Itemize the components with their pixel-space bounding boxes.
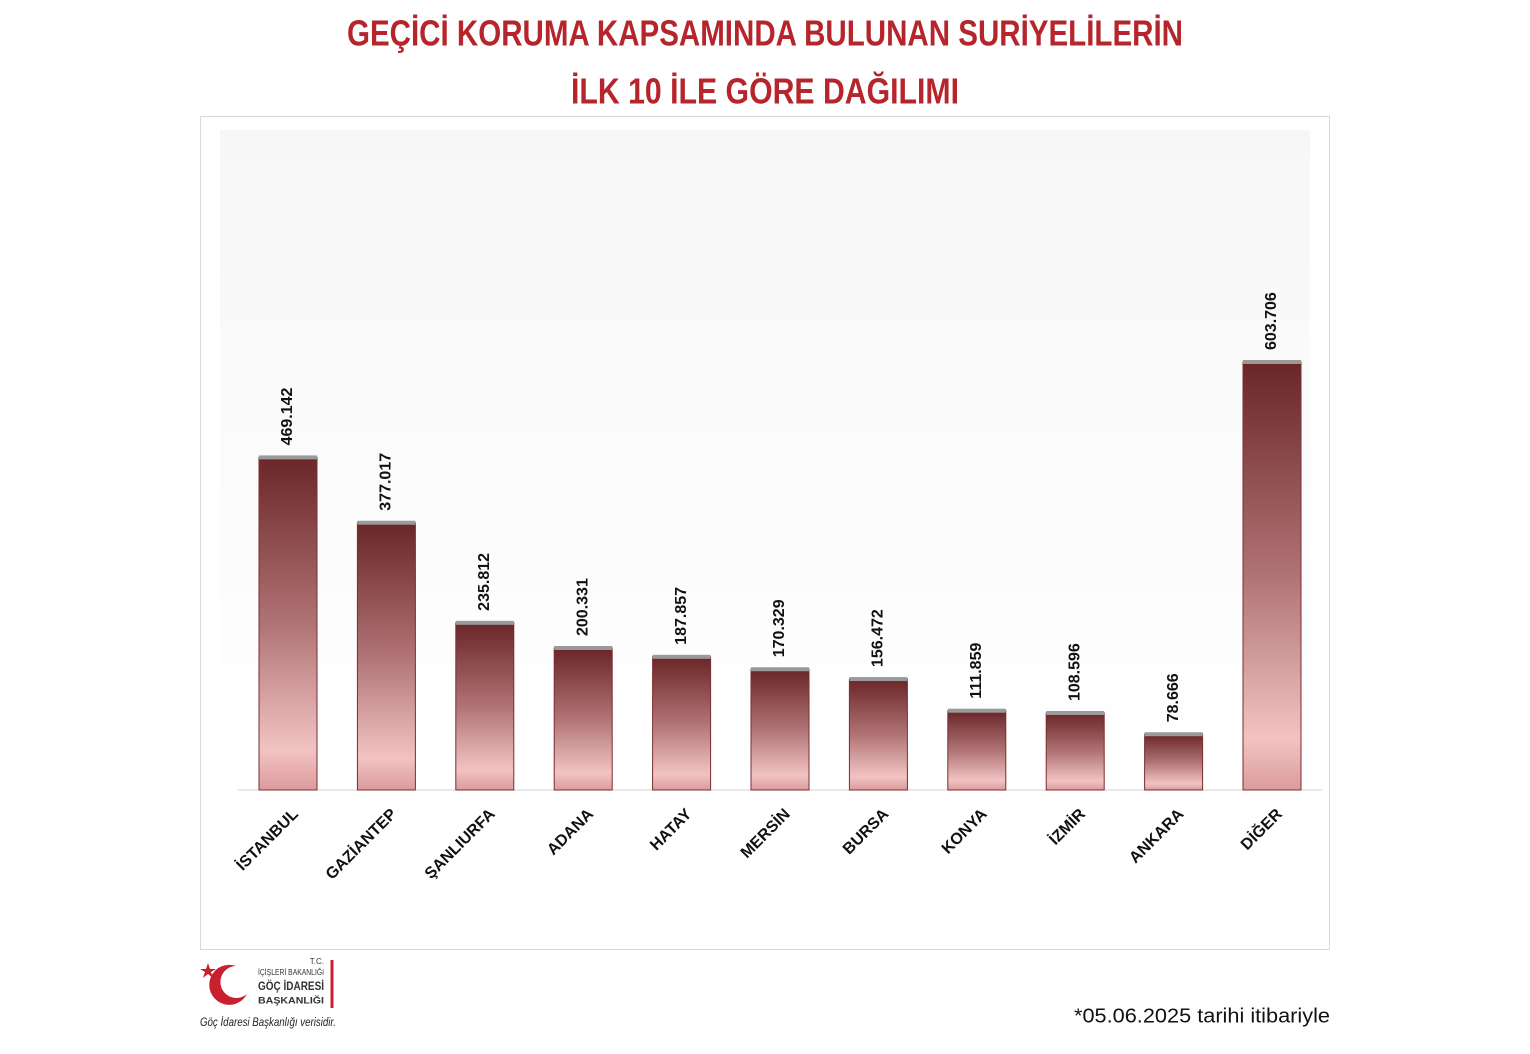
chart-title: İLK 10 İLE GÖRE DAĞILIMI <box>571 71 959 112</box>
chart-title: GEÇİCİ KORUMA KAPSAMINDA BULUNAN SURİYEL… <box>347 13 1183 54</box>
bar <box>258 456 318 791</box>
logo: T.C. İÇİŞLERİ BAKANLIĞI GÖÇ İDARESİ BAŞK… <box>200 957 334 1008</box>
bar-cap <box>1046 711 1105 716</box>
bar-cap <box>652 654 711 659</box>
data-label: 78.666 <box>1165 673 1182 722</box>
bar-cap <box>455 620 514 625</box>
date-note: *05.06.2025 tarihi itibariyle <box>1074 1005 1330 1027</box>
bar <box>947 710 1007 791</box>
logo-text: GÖÇ İDARESİ <box>258 978 324 993</box>
bar-cap <box>1144 732 1203 737</box>
bar-cap <box>259 455 317 460</box>
bar-cap <box>1243 360 1301 364</box>
bar-cap <box>357 520 416 525</box>
bar <box>652 656 712 791</box>
logo-text: BAŞKANLIĞI <box>258 994 324 1005</box>
data-label: 187.857 <box>673 587 690 645</box>
bar <box>1144 733 1204 791</box>
bar <box>1242 361 1302 791</box>
data-label: 235.812 <box>476 553 493 611</box>
bar <box>848 678 908 791</box>
data-label: 170.329 <box>771 599 788 657</box>
data-label: 469.142 <box>279 387 296 445</box>
bar-cap <box>751 667 809 672</box>
source-note: Göç İdaresi Başkanlığı verisidir. <box>200 1015 336 1029</box>
data-label: 111.859 <box>968 643 985 699</box>
bar <box>750 668 810 791</box>
bar <box>356 522 416 791</box>
logo-text: T.C. <box>310 957 324 966</box>
data-label: 603.706 <box>1263 292 1280 350</box>
data-label: 156.472 <box>870 609 887 667</box>
logo-text: İÇİŞLERİ BAKANLIĞI <box>258 968 324 977</box>
bar <box>553 647 613 791</box>
bar-cap <box>554 645 613 650</box>
logo-star <box>200 963 216 978</box>
bar-cap <box>849 677 908 682</box>
logo-crescent <box>209 964 247 1005</box>
data-label: 108.596 <box>1066 643 1083 701</box>
bar <box>455 622 515 791</box>
data-label: 377.017 <box>378 453 395 511</box>
bar <box>1045 712 1105 791</box>
bar-cap <box>947 708 1006 713</box>
data-label: 200.331 <box>574 578 591 636</box>
